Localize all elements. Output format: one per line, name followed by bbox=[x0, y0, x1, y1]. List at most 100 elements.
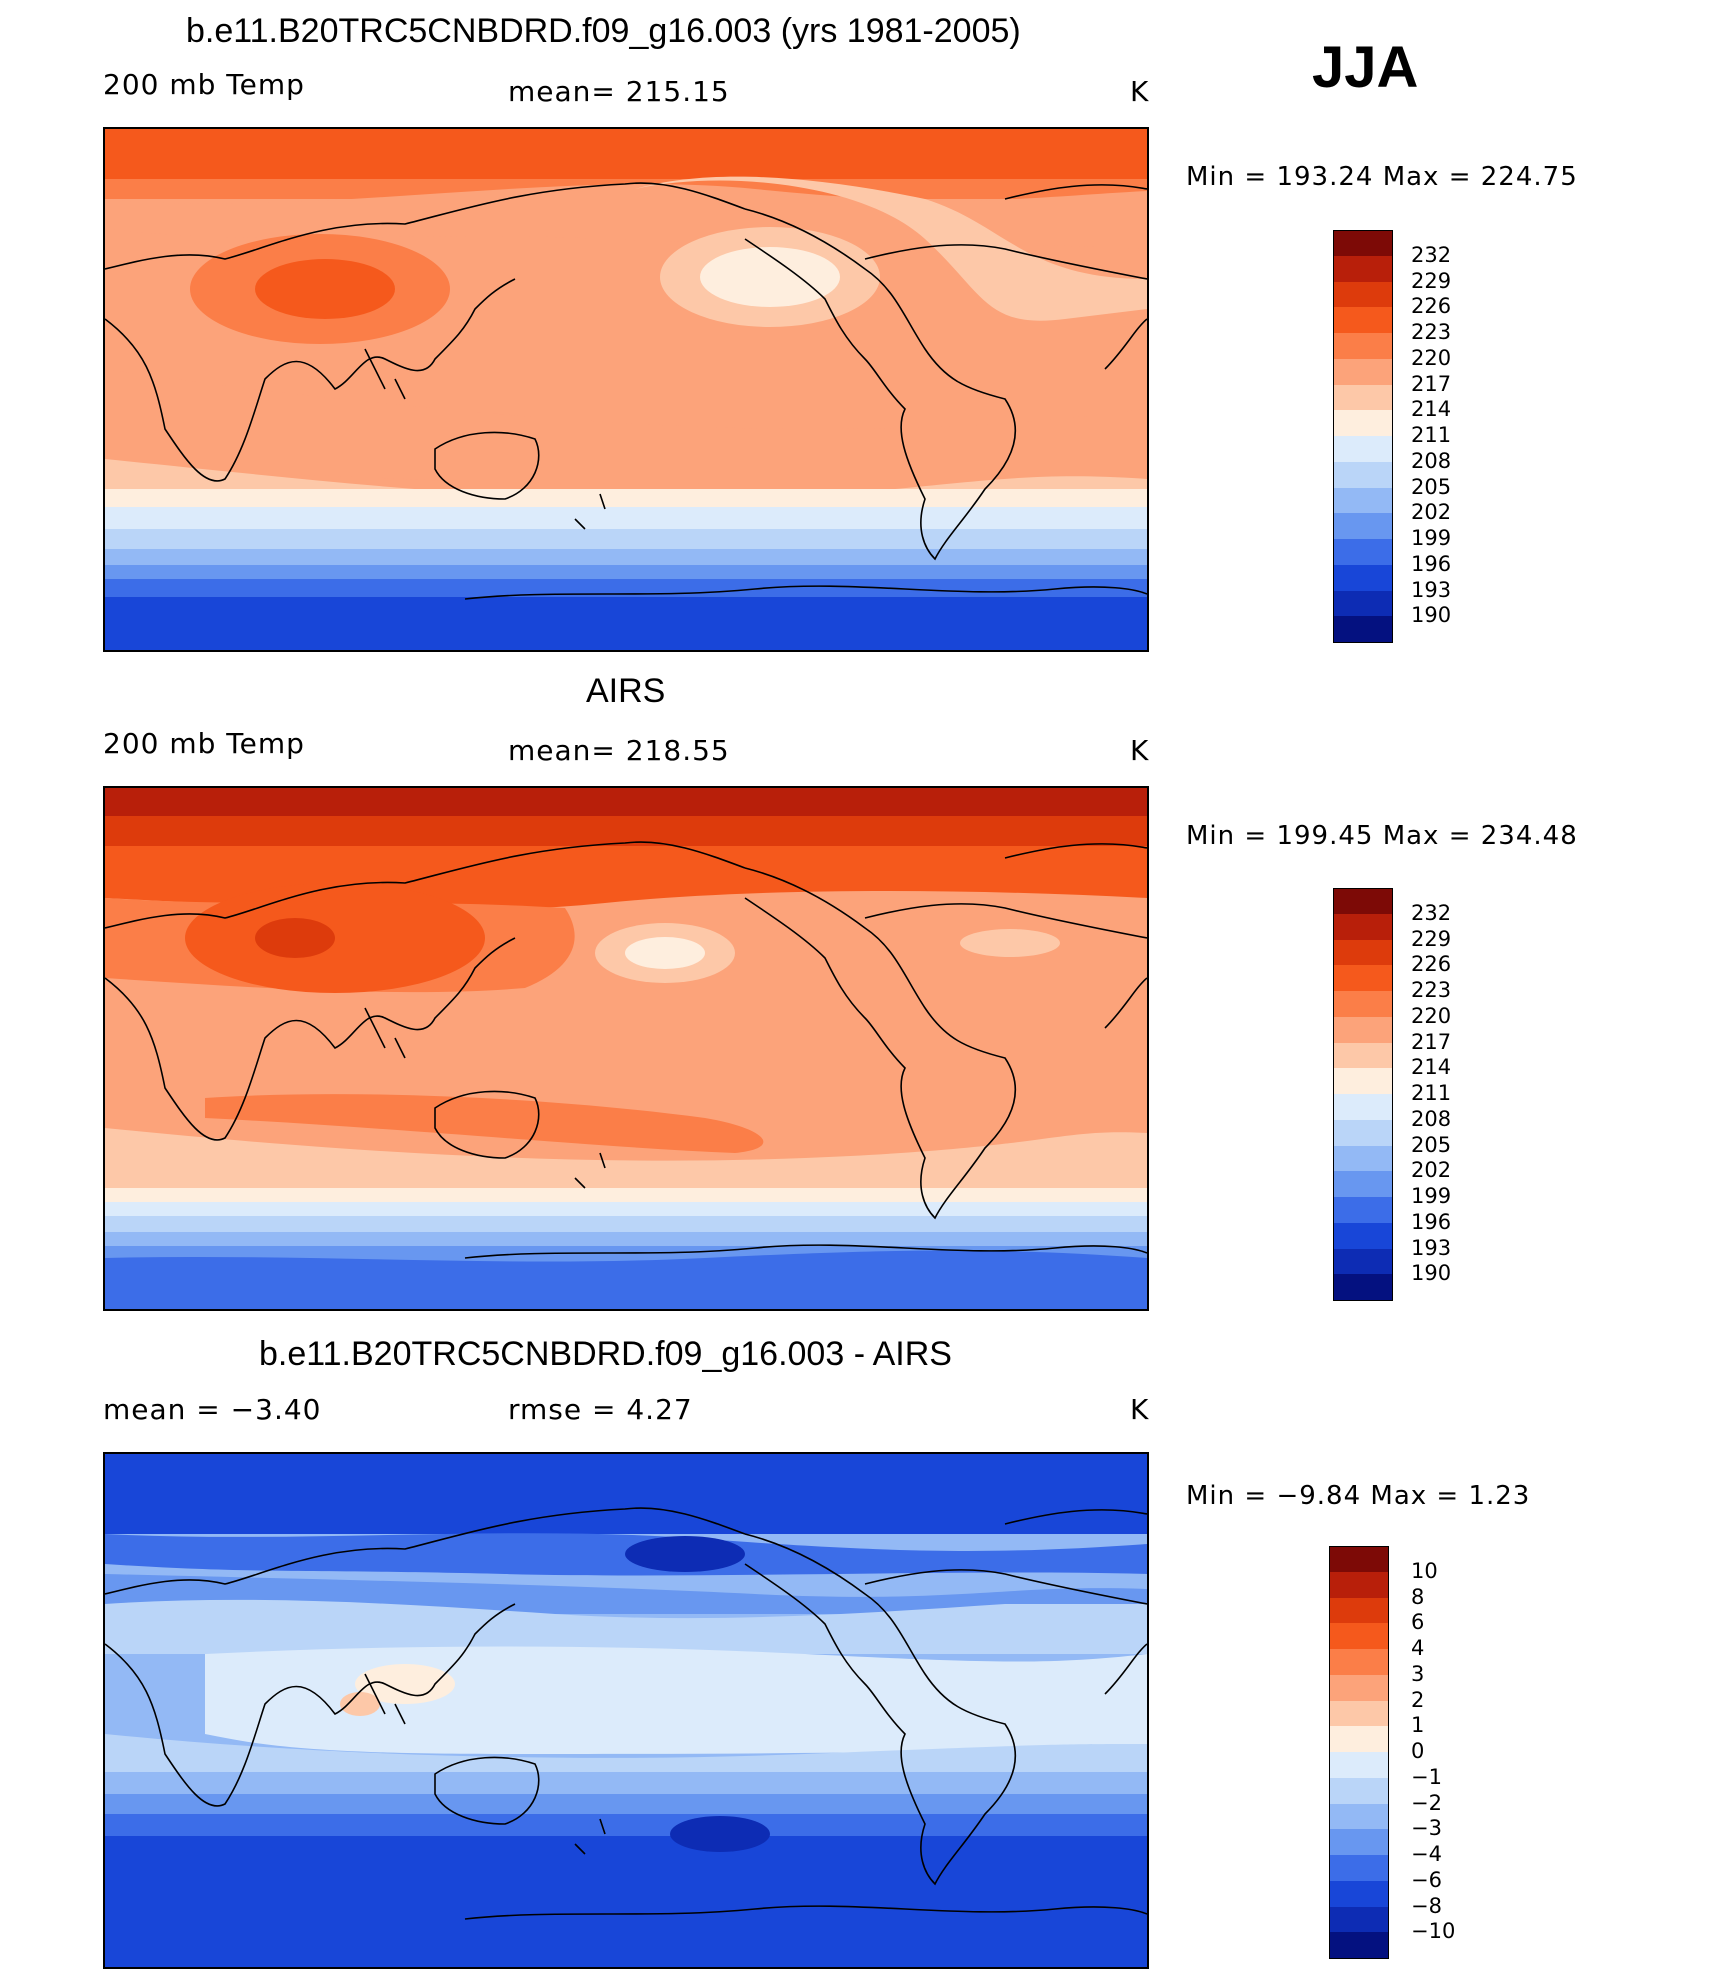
season-label: JJA bbox=[1312, 35, 1419, 100]
panel3-mean-label: mean = −3.40 bbox=[103, 1393, 322, 1426]
colorbar-swatch bbox=[1329, 1906, 1389, 1933]
colorbar-swatch bbox=[1329, 1829, 1389, 1856]
colorbar-swatch bbox=[1333, 384, 1393, 411]
colorbar-tick-label: 220 bbox=[1411, 345, 1452, 370]
colorbar-swatch bbox=[1333, 1274, 1393, 1301]
panel2-units-label: K bbox=[1130, 734, 1150, 767]
colorbar-swatch bbox=[1333, 888, 1393, 915]
colorbar-tick-label: 223 bbox=[1411, 978, 1452, 1002]
colorbar-swatch bbox=[1333, 333, 1393, 360]
colorbar-tick-label: −8 bbox=[1411, 1893, 1442, 1918]
panel1-model-map bbox=[103, 127, 1149, 652]
colorbar-swatch bbox=[1329, 1726, 1389, 1753]
panel1-map-canvas bbox=[105, 129, 1147, 650]
colorbar-swatch bbox=[1333, 1016, 1393, 1043]
colorbar-tick-label: 10 bbox=[1411, 1558, 1438, 1583]
colorbar-swatch bbox=[1333, 616, 1393, 643]
colorbar-tick-label: 205 bbox=[1411, 1132, 1452, 1157]
colorbar-tick-label: −1 bbox=[1411, 1764, 1442, 1789]
panel2-mean-label: mean= 218.55 bbox=[508, 734, 730, 767]
panel1-coastlines bbox=[105, 182, 1147, 600]
colorbar-swatch bbox=[1333, 1248, 1393, 1275]
colorbar-tick-label: 220 bbox=[1411, 1003, 1452, 1028]
colorbar-swatch bbox=[1333, 965, 1393, 992]
colorbar-swatch bbox=[1329, 1855, 1389, 1882]
colorbar-tick-label: 211 bbox=[1411, 1081, 1452, 1105]
colorbar-tick-label: −3 bbox=[1411, 1816, 1442, 1841]
colorbar-swatch bbox=[1329, 1700, 1389, 1727]
colorbar-tick-label: 196 bbox=[1411, 551, 1452, 576]
panel1-mean-label: mean= 215.15 bbox=[508, 75, 730, 108]
colorbar-tick-label: 1 bbox=[1411, 1713, 1425, 1738]
colorbar-tick-label: −2 bbox=[1411, 1790, 1442, 1815]
colorbar-tick-label: 217 bbox=[1411, 371, 1452, 396]
colorbar-swatch bbox=[1333, 410, 1393, 437]
panel2-obs-map bbox=[103, 786, 1149, 1311]
colorbar-tick-label: 199 bbox=[1411, 526, 1452, 550]
colorbar-tick-label: −10 bbox=[1411, 1919, 1456, 1944]
colorbar-swatch bbox=[1329, 1777, 1389, 1804]
panel2-colorbar: 232 229 226 223 220 217 214 211 208 205 202 199 196 1… bbox=[1333, 888, 1533, 1301]
panel3-coastlines bbox=[105, 1507, 1147, 1920]
colorbar-tick-label: 193 bbox=[1411, 577, 1452, 602]
colorbar-tick-label: 229 bbox=[1411, 268, 1452, 293]
colorbar-tick-label: 202 bbox=[1411, 1158, 1452, 1183]
colorbar-tick-label: 214 bbox=[1411, 1055, 1452, 1080]
colorbar-tick-label: 8 bbox=[1411, 1584, 1425, 1609]
panel1-variable-label: 200 mb Temp bbox=[103, 68, 305, 101]
colorbar-tick-label: 226 bbox=[1411, 952, 1452, 977]
colorbar-tick-label: 217 bbox=[1411, 1029, 1452, 1054]
colorbar-tick-label: −4 bbox=[1411, 1842, 1442, 1866]
panel2-map-canvas bbox=[105, 788, 1147, 1309]
colorbar-swatch bbox=[1329, 1649, 1389, 1676]
colorbar-swatch bbox=[1333, 281, 1393, 308]
colorbar-tick-label: 211 bbox=[1411, 423, 1452, 447]
colorbar-tick-label: 232 bbox=[1411, 900, 1452, 925]
colorbar-swatch bbox=[1333, 539, 1393, 566]
panel1-colorbar: 232 229 226 223 220 217 214 211 208 205 202 199 196 1… bbox=[1333, 230, 1533, 643]
colorbar-tick-label: 202 bbox=[1411, 500, 1452, 525]
colorbar-tick-label: 199 bbox=[1411, 1184, 1452, 1208]
panel2-minmax-label: Min = 199.45 Max = 234.48 bbox=[1186, 821, 1578, 851]
panel3-map-canvas bbox=[105, 1454, 1147, 1967]
colorbar-swatch bbox=[1333, 358, 1393, 385]
colorbar-swatch bbox=[1333, 1222, 1393, 1249]
colorbar-tick-label: 232 bbox=[1411, 242, 1452, 267]
colorbar-swatch bbox=[1333, 1068, 1393, 1095]
colorbar-swatch bbox=[1333, 939, 1393, 966]
colorbar-swatch bbox=[1333, 1171, 1393, 1198]
panel1-units-label: K bbox=[1130, 75, 1150, 108]
colorbar-tick-label: −6 bbox=[1411, 1867, 1442, 1892]
colorbar-swatch bbox=[1333, 991, 1393, 1018]
colorbar-swatch bbox=[1333, 564, 1393, 591]
colorbar-tick-label: 2 bbox=[1411, 1687, 1425, 1712]
colorbar-swatch bbox=[1329, 1623, 1389, 1650]
colorbar-tick-label: 214 bbox=[1411, 397, 1452, 422]
panel2-coastlines bbox=[105, 841, 1147, 1259]
colorbar-tick-label: 229 bbox=[1411, 926, 1452, 951]
colorbar-swatch bbox=[1333, 255, 1393, 282]
colorbar-swatch bbox=[1329, 1932, 1389, 1959]
colorbar-tick-label: 208 bbox=[1411, 448, 1452, 473]
colorbar-swatch bbox=[1333, 461, 1393, 488]
panel3-units-label: K bbox=[1130, 1393, 1150, 1426]
colorbar-swatch bbox=[1329, 1752, 1389, 1779]
colorbar-swatch bbox=[1333, 1145, 1393, 1172]
colorbar-tick-label: 4 bbox=[1411, 1636, 1425, 1660]
colorbar-tick-label: 6 bbox=[1411, 1610, 1425, 1635]
colorbar-swatch bbox=[1333, 1119, 1393, 1146]
colorbar-swatch bbox=[1333, 1197, 1393, 1224]
colorbar-swatch bbox=[1329, 1546, 1389, 1573]
panel3-title: b.e11.B20TRC5CNBDRD.f09_g16.003 - AIRS bbox=[259, 1335, 952, 1373]
colorbar-swatch bbox=[1329, 1597, 1389, 1624]
colorbar-tick-label: 193 bbox=[1411, 1235, 1452, 1260]
colorbar-swatch bbox=[1333, 513, 1393, 540]
panel2-variable-label: 200 mb Temp bbox=[103, 727, 305, 760]
panel3-colorbar: 10 8 6 4 3 2 1 0 −1 −2 −3 −4 −6 −8 −10 bbox=[1329, 1546, 1529, 1959]
colorbar-tick-label: 190 bbox=[1411, 1261, 1452, 1286]
panel3-rmse-label: rmse = 4.27 bbox=[508, 1393, 693, 1426]
panel1-minmax-label: Min = 193.24 Max = 224.75 bbox=[1186, 162, 1578, 192]
colorbar-swatch bbox=[1333, 487, 1393, 514]
colorbar-tick-label: 190 bbox=[1411, 603, 1452, 628]
panel3-difference-map bbox=[103, 1452, 1149, 1969]
